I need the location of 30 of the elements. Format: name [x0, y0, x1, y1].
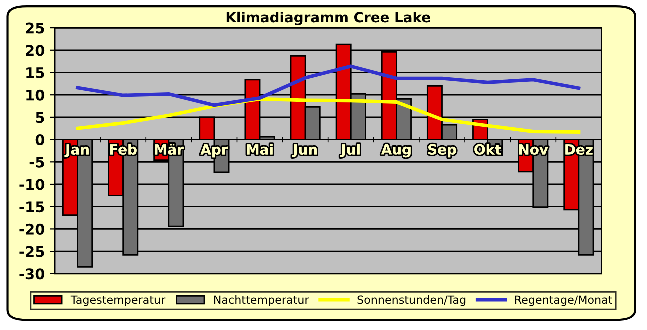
y-tick-label: -5	[30, 157, 44, 168]
x-tick-label: Mai	[247, 144, 273, 155]
y-tick-label: 0	[36, 134, 45, 146]
y-tick-label: -10	[20, 179, 45, 190]
y-tick-label: -25	[20, 246, 44, 258]
x-tick-label: Nov	[520, 144, 548, 155]
x-tick-label: Sep	[428, 144, 456, 158]
y-tick-label: -20	[20, 224, 45, 235]
y-tick-label: -15	[20, 202, 44, 213]
x-tick-label: Mär	[155, 144, 184, 155]
legend-label: Regentage/Monat	[515, 296, 612, 306]
legend-label: Sonnenstunden/Tag	[358, 296, 466, 306]
legend-label: Nachttemperatur	[214, 296, 310, 306]
x-tick-label: Okt	[474, 144, 502, 155]
x-tick-label: Feb	[110, 144, 137, 155]
line-series	[76, 64, 581, 108]
y-tick-label: 25	[26, 22, 44, 34]
y-tick-label: -30	[20, 268, 45, 280]
y-tick-label: 10	[26, 90, 45, 101]
x-tick-label: Dez	[566, 144, 593, 155]
chart-title: Klimadiagramm Cree Lake	[226, 12, 430, 26]
x-tick-label: Jul	[340, 144, 360, 158]
y-tick-label: 5	[36, 112, 44, 124]
x-tick-label: Aug	[381, 144, 411, 158]
x-tick-label: Apr	[200, 144, 228, 158]
legend-label: Tagestemperatur	[70, 296, 166, 306]
line-series	[76, 97, 581, 134]
x-tick-label: Jun	[292, 144, 317, 158]
y-tick-label: 15	[26, 68, 44, 78]
y-tick-label: 20	[26, 45, 45, 56]
